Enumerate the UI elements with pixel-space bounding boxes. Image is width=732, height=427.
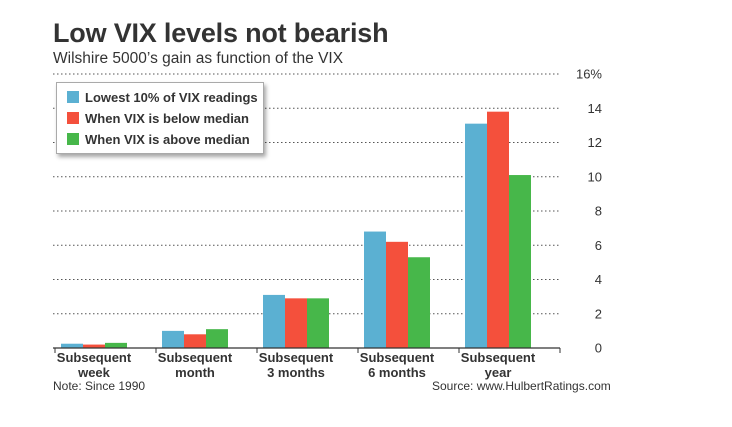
bar-2-1 bbox=[206, 329, 228, 348]
bar-0-0 bbox=[61, 343, 83, 348]
legend-item-below-median: When VIX is below median bbox=[67, 109, 249, 127]
legend-label-below-median: When VIX is below median bbox=[85, 110, 249, 126]
y-tick-label: 0 bbox=[595, 341, 602, 356]
bar-2-0 bbox=[105, 342, 127, 348]
x-category-label: Subsequent 6 months bbox=[360, 350, 435, 380]
y-axis-ticks: 0 2 4 6 8 10 12 14 16% bbox=[576, 67, 602, 356]
bar-0-1 bbox=[162, 330, 184, 348]
y-tick-label: 6 bbox=[595, 238, 602, 253]
y-tick-label: 10 bbox=[588, 169, 602, 184]
legend-label-lowest-10: Lowest 10% of VIX readings bbox=[85, 89, 258, 105]
bar-0-4 bbox=[465, 123, 487, 348]
legend: Lowest 10% of VIX readings When VIX is b… bbox=[56, 82, 264, 154]
legend-swatch-lowest-10 bbox=[67, 91, 79, 103]
y-tick-label: 2 bbox=[595, 306, 602, 321]
source-credit: Source: www.HulbertRatings.com bbox=[432, 379, 611, 393]
bar-0-2 bbox=[263, 294, 285, 348]
bar-0-3 bbox=[364, 231, 386, 348]
chart-title: Low VIX levels not bearish bbox=[53, 18, 389, 48]
y-tick-label: 4 bbox=[595, 272, 602, 287]
y-tick-label: 8 bbox=[595, 204, 602, 219]
bar-1-0 bbox=[83, 344, 105, 348]
bar-2-4 bbox=[509, 175, 531, 348]
legend-item-above-median: When VIX is above median bbox=[67, 130, 250, 148]
y-tick-label: 14 bbox=[588, 101, 602, 116]
x-category-label: Subsequent year bbox=[461, 350, 536, 380]
bar-2-2 bbox=[307, 298, 329, 348]
legend-label-above-median: When VIX is above median bbox=[85, 131, 250, 147]
bars bbox=[61, 111, 531, 348]
bar-1-2 bbox=[285, 298, 307, 348]
x-category-label: Subsequent week bbox=[57, 350, 132, 380]
y-tick-label: 12 bbox=[588, 135, 602, 150]
bar-1-1 bbox=[184, 334, 206, 348]
y-tick-label: 16% bbox=[576, 67, 602, 82]
x-category-label: Subsequent month bbox=[158, 350, 233, 380]
chart-subtitle: Wilshire 5000’s gain as function of the … bbox=[53, 50, 344, 67]
legend-item-lowest-10: Lowest 10% of VIX readings bbox=[67, 88, 258, 106]
legend-swatch-above-median bbox=[67, 133, 79, 145]
x-category-label: Subsequent 3 months bbox=[259, 350, 334, 380]
footnote: Note: Since 1990 bbox=[53, 379, 146, 393]
bar-1-3 bbox=[386, 241, 408, 348]
bar-1-4 bbox=[487, 111, 509, 348]
x-axis bbox=[53, 347, 561, 353]
bar-2-3 bbox=[408, 257, 430, 348]
legend-swatch-below-median bbox=[67, 112, 79, 124]
x-axis-labels: Subsequent week Subsequent month Subsequent 3… bbox=[57, 350, 536, 380]
